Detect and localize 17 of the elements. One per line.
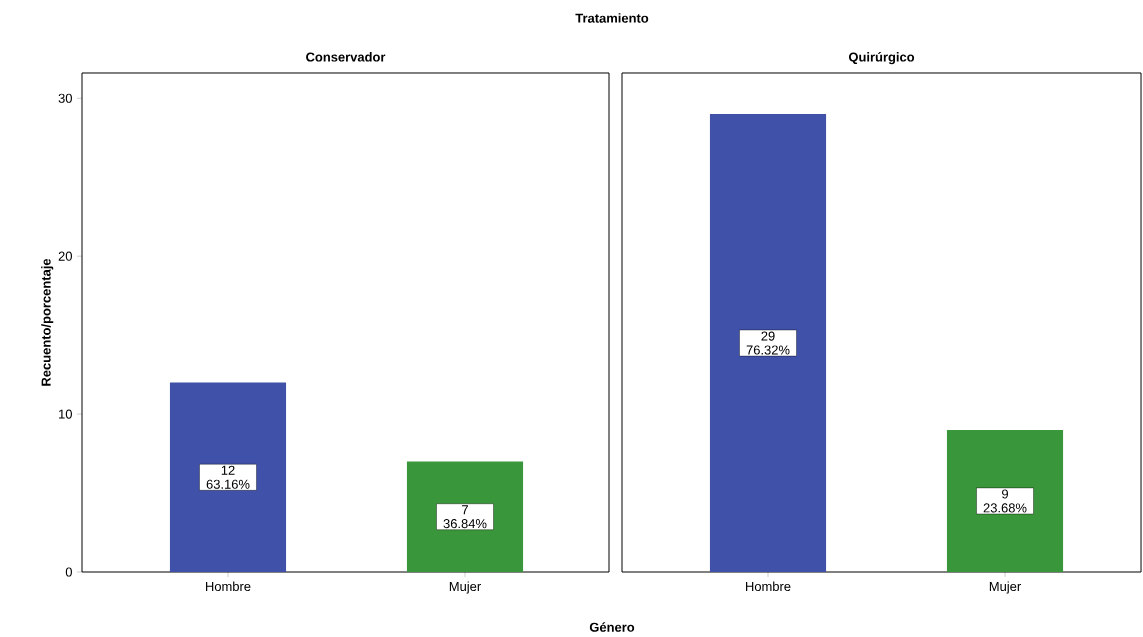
y-tick-label: 10: [59, 409, 72, 419]
data-label: 29 76.32%: [746, 331, 790, 355]
text: Tratamiento: [575, 13, 649, 23]
x-axis-title: Género: [589, 622, 635, 632]
data-label: 9 23.68%: [983, 489, 1027, 513]
chart-title: Conservador: [306, 52, 386, 62]
y-axis-title: Recuento/porcentaje: [41, 258, 54, 386]
x-tick-label: Hombre: [206, 581, 251, 592]
x-tick-label: Mujer: [449, 581, 481, 594]
chart-title: Quirúrgico: [848, 52, 915, 65]
data-label: 12 63.16%: [206, 465, 250, 489]
data-label: 7 36.84%: [443, 505, 487, 529]
y-tick-label: 0: [65, 567, 72, 577]
x-tick-label: Hombre: [746, 581, 791, 592]
y-tick-label: 20: [58, 251, 72, 261]
y-tick-label: 30: [58, 93, 72, 103]
x-tick-label: Mujer: [989, 581, 1021, 594]
